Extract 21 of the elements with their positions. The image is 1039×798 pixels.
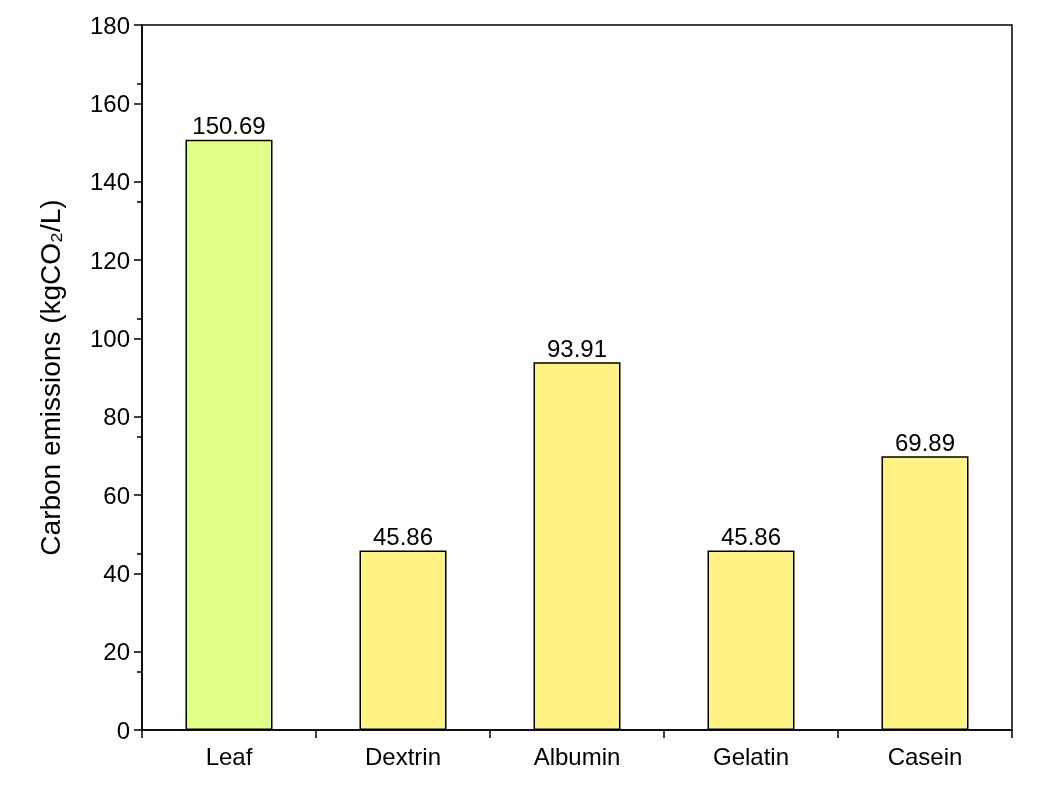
data-label: 45.86 xyxy=(720,522,782,550)
data-label: 93.91 xyxy=(546,334,608,362)
y-tick-label: 80 xyxy=(103,403,130,431)
y-tick-label: 180 xyxy=(89,11,130,39)
data-label: 69.89 xyxy=(894,428,956,456)
x-tick-label: Casein xyxy=(887,742,963,770)
y-tick-label: 160 xyxy=(89,89,130,117)
y-tick-label: 100 xyxy=(89,324,130,352)
x-tick-label: Albumin xyxy=(533,742,621,770)
y-tick-label: 0 xyxy=(116,716,130,744)
x-tick-label: Gelatin xyxy=(712,742,790,770)
y-tick-label: 40 xyxy=(103,559,130,587)
y-axis-title: Carbon emissions (kgCO₂/L) xyxy=(34,199,66,556)
y-tick-label: 20 xyxy=(103,638,130,666)
y-tick-label: 120 xyxy=(89,246,130,274)
data-label: 45.86 xyxy=(372,522,434,550)
y-tick-label: 60 xyxy=(103,481,130,509)
x-tick-label: Leaf xyxy=(205,742,253,770)
y-tick-label: 140 xyxy=(89,168,130,196)
x-tick-label: Dextrin xyxy=(364,742,442,770)
data-label: 150.69 xyxy=(192,112,266,140)
